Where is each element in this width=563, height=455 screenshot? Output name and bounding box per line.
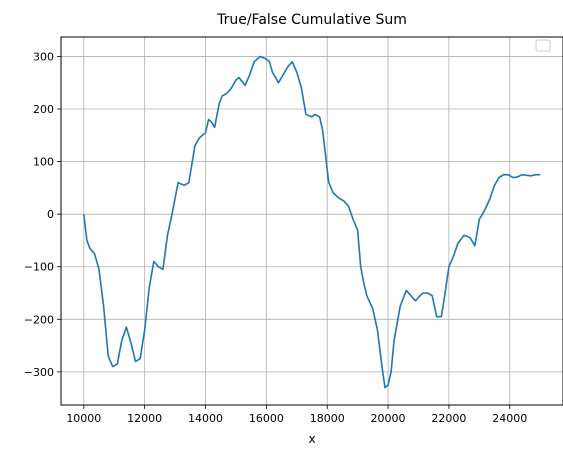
y-tick-label: 200 xyxy=(33,103,54,116)
x-tick-label: 12000 xyxy=(127,412,162,425)
y-ticks: −300 −200 −100 0 100 200 300 xyxy=(24,50,61,379)
y-tick-label: 300 xyxy=(33,50,54,63)
series-layer xyxy=(83,55,541,389)
series-line xyxy=(83,55,541,389)
x-tick-label: 16000 xyxy=(249,412,284,425)
y-tick-label: 0 xyxy=(47,208,54,221)
plot-frame xyxy=(60,36,563,406)
y-tick-label: −100 xyxy=(24,261,54,274)
x-axis-label: x xyxy=(308,432,315,446)
x-tick-label: 10000 xyxy=(66,412,101,425)
x-tick-label: 18000 xyxy=(310,412,345,425)
chart-title: True/False Cumulative Sum xyxy=(216,12,407,28)
x-ticks: 10000 12000 14000 16000 18000 20000 22000 24000 xyxy=(66,405,527,425)
legend-box xyxy=(535,39,551,52)
grid-lines xyxy=(61,37,563,405)
x-tick-label: 14000 xyxy=(188,412,223,425)
y-tick-label: −300 xyxy=(24,366,54,379)
y-tick-label: −200 xyxy=(24,313,54,326)
x-tick-label: 22000 xyxy=(431,412,466,425)
x-tick-label: 24000 xyxy=(492,412,527,425)
y-tick-label: 100 xyxy=(33,156,54,169)
x-tick-label: 20000 xyxy=(371,412,406,425)
